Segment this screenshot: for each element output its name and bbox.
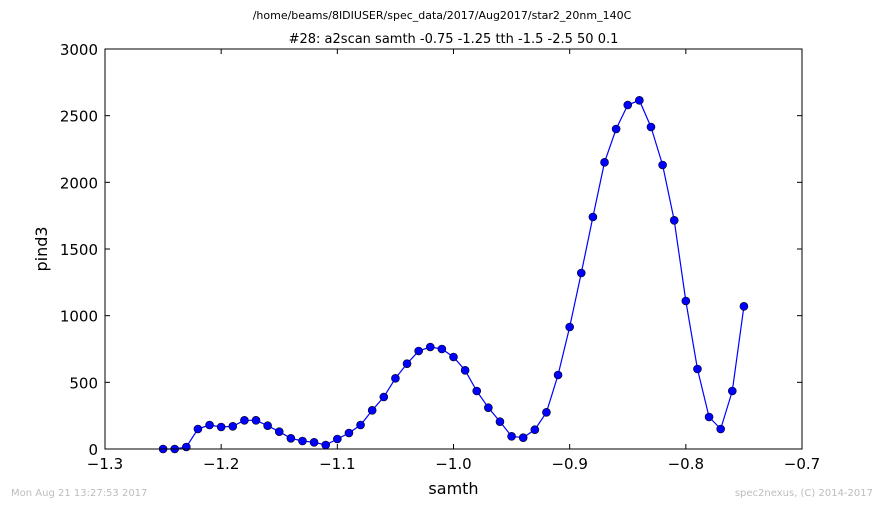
plot-frame	[104, 48, 803, 450]
data-point	[228, 422, 238, 431]
data-point	[321, 440, 331, 450]
data-point	[507, 432, 516, 441]
data-point	[391, 374, 400, 383]
data-point	[460, 366, 470, 375]
data-point	[727, 386, 737, 396]
data-point	[495, 417, 505, 426]
data-point	[553, 370, 563, 380]
data-point	[611, 124, 621, 134]
data-point	[437, 344, 447, 354]
x-tick-label: −0.9	[551, 455, 587, 473]
y-tick-label: 500	[69, 374, 98, 392]
data-point	[658, 160, 667, 170]
data-point	[263, 421, 272, 430]
data-point	[449, 352, 458, 362]
data-point	[205, 420, 214, 430]
series-layer	[158, 96, 749, 454]
credit-text: spec2nexus, (C) 2014-2017	[734, 488, 873, 499]
data-point	[576, 268, 586, 278]
figure-suptitle: /home/beams/8IDIUSER/spec_data/2017/Aug2…	[252, 9, 632, 22]
x-tick-label: −1.1	[319, 455, 355, 473]
data-point	[251, 416, 261, 425]
data-point	[484, 403, 493, 412]
x-tick-label: −0.7	[784, 455, 820, 473]
data-point	[600, 158, 609, 167]
data-point	[379, 392, 389, 402]
y-tick-label: 1500	[60, 241, 98, 259]
data-point	[216, 422, 226, 432]
data-point	[182, 442, 191, 452]
data-point	[193, 424, 203, 434]
data-point	[286, 434, 296, 443]
data-point	[367, 406, 377, 415]
y-tick-label: 2000	[60, 174, 98, 192]
data-point	[425, 342, 435, 352]
y-tick-label: 1000	[60, 308, 98, 326]
x-tick-label: −0.8	[668, 455, 704, 473]
series-line	[163, 99, 745, 450]
data-point	[344, 428, 354, 438]
x-tick-label: −1.2	[203, 455, 239, 473]
y-tick-label: 3000	[60, 41, 98, 59]
data-point	[716, 424, 725, 434]
data-point	[635, 96, 644, 105]
data-point	[414, 346, 423, 356]
axis-ticks: −1.3 −1.2 −1.1 −1.0 −0.9 −0.8 −0.7 0 500 1000 1500…	[60, 41, 820, 473]
data-point	[309, 438, 319, 447]
data-point	[333, 434, 342, 444]
data-point	[402, 359, 412, 368]
data-point	[646, 122, 656, 132]
data-point	[669, 216, 679, 225]
y-axis-label: pind3	[32, 226, 51, 271]
data-point	[739, 302, 749, 311]
y-tick-label: 2500	[60, 108, 98, 126]
data-point	[542, 408, 551, 417]
timestamp-text: Mon Aug 21 13:27:53 2017	[11, 488, 148, 499]
data-point	[681, 296, 691, 306]
x-axis-label: samth	[428, 479, 478, 498]
data-point	[588, 212, 598, 222]
data-point	[565, 322, 574, 332]
chart-title: #28: a2scan samth -0.75 -1.25 tth -1.5 -…	[289, 32, 619, 47]
data-point	[623, 100, 633, 110]
data-point	[518, 433, 528, 442]
data-point	[530, 425, 540, 434]
y-tick-label: 0	[88, 441, 98, 459]
data-point	[704, 412, 714, 422]
data-point	[298, 436, 307, 446]
data-point	[274, 427, 284, 436]
data-point	[356, 420, 365, 430]
x-tick-label: −1.0	[435, 455, 471, 473]
x-tick-label: −1.3	[87, 455, 123, 473]
data-point	[472, 386, 482, 396]
data-point	[693, 364, 702, 374]
data-point	[240, 416, 249, 425]
